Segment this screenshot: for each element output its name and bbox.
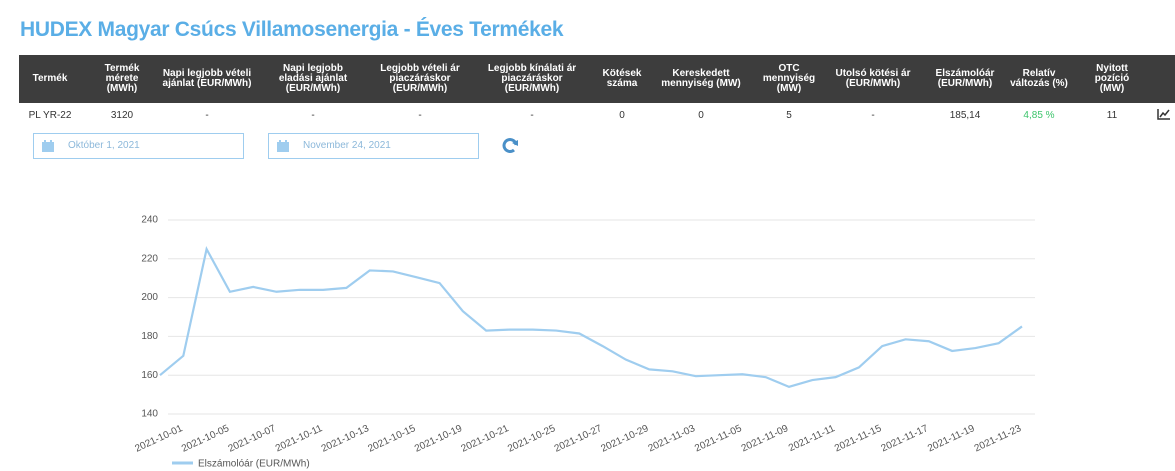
end-date-input[interactable]: November 24, 2021 — [268, 133, 479, 159]
table-cell: - — [205, 110, 209, 121]
table-cell: 185,14 — [949, 110, 981, 121]
x-tick-label: 2021-10-11 — [274, 423, 325, 454]
x-tick-label: 2021-11-23 — [973, 423, 1024, 454]
x-tick-label: 2021-10-27 — [553, 423, 604, 455]
y-tick-label: 220 — [141, 253, 158, 264]
table-cell: 4,85 % — [1023, 110, 1055, 121]
line — [159, 245, 1023, 389]
y-tick-label: 240 — [141, 215, 158, 226]
column-header: Termék — [32, 73, 68, 84]
column-header: Termék mérete (MWh) — [104, 63, 140, 94]
x-tick-label: 2021-10-21 — [460, 423, 511, 455]
table-cell: PL YR-22 — [28, 110, 72, 121]
x-tick-label: 2021-10-15 — [366, 423, 417, 455]
x-tick-label: 2021-10-13 — [320, 423, 371, 455]
calendar-icon — [42, 140, 54, 152]
table-cell: - — [530, 110, 534, 121]
column-header: Nyitott pozíció (MW) — [1094, 63, 1130, 94]
refresh-button[interactable] — [501, 137, 519, 155]
x-tick-label: 2021-11-03 — [647, 423, 698, 454]
x-tick-label: 2021-10-01 — [133, 423, 184, 455]
x-tick-label: 2021-10-07 — [227, 423, 278, 455]
column-header: Legjobb kínálati ár piaczáráskor (EUR/MW… — [487, 63, 577, 94]
legend-label: Elszámolóár (EUR/MWh) — [198, 459, 310, 470]
column-header: Relatív változás (%) — [1010, 68, 1068, 89]
column-header: Napi legjobb eladási ajánlat (EUR/MWh) — [278, 63, 348, 94]
x-tick-label: 2021-11-15 — [833, 423, 884, 454]
chart-icon[interactable] — [1157, 108, 1171, 120]
x-tick-label: 2021-11-19 — [926, 423, 977, 454]
column-header: Utolsó kötési ár (EUR/MWh) — [835, 68, 911, 89]
column-header: OTC mennyiség (MW) — [762, 63, 816, 94]
start-date: Október 1, 2021 — [68, 140, 140, 151]
page-title: HUDEX Magyar Csúcs Villamosenergia - Éve… — [20, 18, 564, 41]
column-header: Elszámolóár (EUR/MWh) — [935, 68, 995, 89]
calendar-icon — [277, 140, 289, 152]
column-header: Kereskedett mennyiség (MW) — [661, 68, 741, 89]
y-tick-label: 140 — [141, 409, 158, 420]
x-tick-label: 2021-10-29 — [599, 423, 650, 455]
table-cell: 5 — [786, 110, 792, 121]
table-cell: 3120 — [110, 110, 134, 121]
table-cell: 0 — [698, 110, 704, 121]
column-header: Kötések száma — [602, 68, 642, 89]
y-tick-label: 200 — [141, 292, 158, 303]
x-tick-label: 2021-10-05 — [180, 423, 231, 455]
x-tick-label: 2021-11-17 — [880, 423, 931, 454]
end-date: November 24, 2021 — [303, 140, 391, 151]
x-tick-label: 2021-10-19 — [413, 423, 464, 455]
x-tick-label: 2021-11-05 — [693, 423, 744, 454]
table-header: Termék Termék mérete (MWh) Napi legjobb vé… — [19, 55, 1175, 103]
table-cell: - — [311, 110, 315, 121]
column-header: Legjobb vételi ár piaczáráskor (EUR/MWh) — [380, 63, 460, 94]
y-tick-label: 160 — [141, 370, 158, 381]
table-cell: 0 — [619, 110, 625, 121]
column-header: Napi legjobb vételi ajánlat (EUR/MWh) — [162, 68, 252, 89]
start-date-input[interactable]: Október 1, 2021 — [33, 133, 244, 159]
x-tick-label: 2021-11-11 — [787, 423, 837, 454]
y-tick-label: 180 — [141, 331, 158, 342]
table-cell: - — [418, 110, 422, 121]
x-tick-label: 2021-11-09 — [740, 423, 791, 454]
table-cell: - — [871, 110, 875, 121]
table-cell: 11 — [1106, 110, 1118, 121]
x-tick-label: 2021-10-25 — [506, 423, 557, 455]
